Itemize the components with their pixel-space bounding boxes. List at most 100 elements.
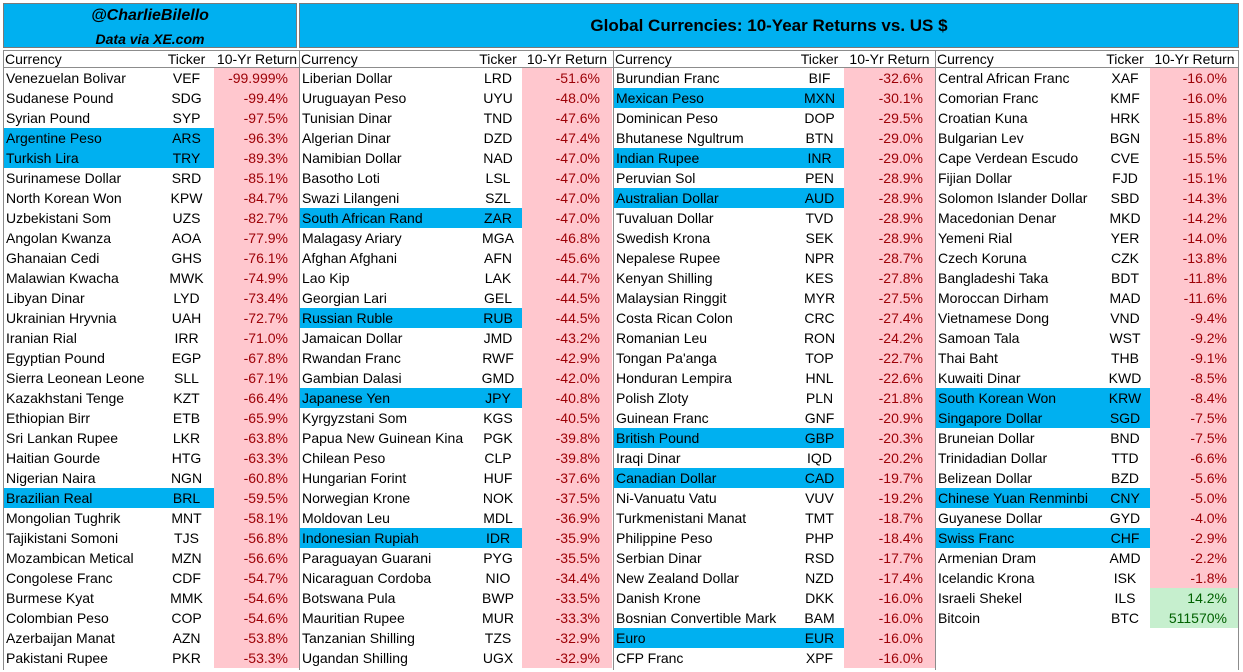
return-value: -58.1%: [214, 508, 300, 528]
currency-ticker: ARS: [159, 128, 214, 148]
return-value: -37.5%: [522, 488, 612, 508]
currency-name: Canadian Dollar: [613, 468, 795, 488]
currency-name: Azerbaijan Manat: [6, 630, 115, 646]
currency-ticker: UZS: [172, 210, 201, 226]
currency-ticker: NZD: [805, 570, 834, 586]
currency-name: Mauritian Rupee: [302, 610, 405, 626]
currency-ticker: AOA: [171, 230, 202, 246]
currency-ticker: NIO: [485, 570, 511, 586]
currency-name: Polish Zloty: [616, 390, 689, 406]
return-value: -20.3%: [844, 428, 935, 448]
currency-ticker: COP: [171, 610, 202, 626]
currency-name: Chilean Peso: [302, 450, 386, 466]
currency-name: Nicaraguan Cordoba: [302, 570, 432, 586]
return-value: -32.6%: [844, 68, 935, 88]
return-value: -18.4%: [844, 528, 935, 548]
currency-ticker: LSL: [485, 170, 511, 186]
return-value: -34.4%: [522, 568, 612, 588]
currency-ticker: RSD: [804, 550, 835, 566]
return-value: -40.5%: [522, 408, 612, 428]
return-value: -9.2%: [1150, 328, 1239, 348]
currency-name: Malagasy Ariary: [302, 230, 402, 246]
currency-name: Kazakhstani Tenge: [6, 390, 125, 406]
return-value: -48.0%: [522, 88, 612, 108]
return-value: -51.6%: [522, 68, 612, 88]
column-divider: [935, 50, 936, 670]
currency-ticker: HRK: [1110, 110, 1140, 126]
currency-ticker: BRL: [159, 488, 214, 508]
currency-name: Dominican Peso: [616, 110, 718, 126]
currency-ticker: HTG: [171, 450, 202, 466]
currency-name: Liberian Dollar: [302, 70, 393, 86]
currency-name: Turkish Lira: [3, 148, 159, 168]
currency-ticker: YER: [1110, 230, 1140, 246]
currency-ticker: MKD: [1109, 210, 1141, 226]
currency-name: Mozambican Metical: [6, 550, 134, 566]
return-value: -32.9%: [522, 628, 612, 648]
currency-name: Gambian Dalasi: [302, 370, 402, 386]
return-value: -39.8%: [522, 428, 612, 448]
currency-name: Nepalese Rupee: [616, 250, 721, 266]
currency-name: Moroccan Dirham: [938, 290, 1049, 306]
currency-name: Japanese Yen: [299, 388, 474, 408]
return-value: -14.2%: [1150, 208, 1239, 228]
return-value: -43.2%: [522, 328, 612, 348]
return-value: -19.2%: [844, 488, 935, 508]
currency-ticker: SEK: [805, 230, 834, 246]
return-value: -18.7%: [844, 508, 935, 528]
currency-name: Nigerian Naira: [6, 470, 96, 486]
return-value: -20.9%: [844, 408, 935, 428]
currency-name: Macedonian Denar: [938, 210, 1057, 226]
currency-ticker: EGP: [171, 350, 202, 366]
currency-name: Swiss Franc: [935, 528, 1100, 548]
data-source: Data via XE.com: [95, 31, 205, 47]
currency-ticker: BGN: [1109, 130, 1141, 146]
return-value: -37.6%: [522, 468, 612, 488]
currency-ticker: BDT: [1111, 270, 1139, 286]
currency-name: Malaysian Ringgit: [616, 290, 727, 306]
currency-name: Bhutanese Ngultrum: [616, 130, 744, 146]
currency-name: Afghan Afghani: [302, 250, 397, 266]
currency-name: Tajikistani Somoni: [6, 530, 119, 546]
currency-name: South Korean Won: [935, 388, 1100, 408]
return-value: -74.9%: [214, 268, 300, 288]
return-value: -27.5%: [844, 288, 935, 308]
currency-ticker: DOP: [804, 110, 835, 126]
currency-name: Venezuelan Bolivar: [6, 70, 126, 86]
currency-ticker: GEL: [483, 290, 512, 306]
return-value: -14.0%: [1150, 228, 1239, 248]
header-divider: [3, 50, 1239, 51]
currency-ticker: GHS: [171, 250, 202, 266]
return-value: -36.9%: [522, 508, 612, 528]
return-value: -47.0%: [522, 208, 612, 228]
return-value: -47.0%: [522, 148, 612, 168]
return-value: -9.1%: [1150, 348, 1239, 368]
currency-name: Ni-Vanuatu Vatu: [616, 490, 717, 506]
currency-ticker: KWD: [1108, 370, 1142, 386]
author-handle: @CharlieBilello: [91, 7, 209, 24]
currency-ticker: CVE: [1110, 150, 1140, 166]
currency-name: Colombian Peso: [6, 610, 109, 626]
return-value: -7.5%: [1150, 428, 1239, 448]
currency-name: Belizean Dollar: [938, 470, 1033, 486]
currency-name: Singapore Dollar: [935, 408, 1100, 428]
currency-name: Sri Lankan Rupee: [6, 430, 119, 446]
currency-ticker: VEF: [172, 70, 201, 86]
currency-name: Algerian Dinar: [302, 130, 391, 146]
currency-ticker: TVD: [805, 210, 834, 226]
return-value: -29.5%: [844, 108, 935, 128]
currency-ticker: PEN: [805, 170, 834, 186]
return-value: -16.0%: [1150, 68, 1239, 88]
currency-name: Basotho Loti: [302, 170, 380, 186]
currency-ticker: MDL: [483, 510, 513, 526]
return-value: -99.4%: [214, 88, 300, 108]
return-value: -53.8%: [214, 628, 300, 648]
currency-name: Syrian Pound: [6, 110, 91, 126]
column-header-currency: Currency: [937, 51, 994, 67]
currency-ticker: SGD: [1100, 408, 1150, 428]
return-value: -21.8%: [844, 388, 935, 408]
currency-name: Yemeni Rial: [938, 230, 1013, 246]
return-value: -59.5%: [214, 488, 300, 508]
return-value: -11.6%: [1150, 288, 1239, 308]
return-value: -47.0%: [522, 188, 612, 208]
